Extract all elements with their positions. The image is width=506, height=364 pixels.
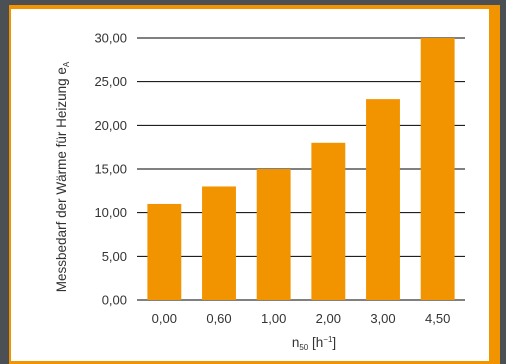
bar bbox=[366, 99, 400, 300]
y-tick-label: 30,00 bbox=[94, 31, 127, 46]
bar bbox=[311, 142, 346, 300]
x-tick-label: 3,00 bbox=[370, 311, 395, 326]
y-tick-label: 20,00 bbox=[94, 118, 127, 133]
y-tick-label: 0,00 bbox=[102, 293, 127, 308]
bar-series bbox=[147, 38, 455, 300]
x-tick-label: 4,50 bbox=[425, 311, 450, 326]
y-tick-labels: 0,00 5,00 10,00 15,00 20,00 25,00 30,00 bbox=[94, 31, 127, 308]
gridlines bbox=[137, 37, 465, 301]
chart-panel: 0,00 5,00 10,00 15,00 20,00 25,00 30,00 0,00 0,… bbox=[11, 9, 489, 361]
y-tick-label: 10,00 bbox=[94, 205, 127, 220]
x-tick-label: 1,00 bbox=[261, 311, 286, 326]
y-tick-label: 15,00 bbox=[94, 162, 127, 177]
x-tick-label: 0,00 bbox=[152, 311, 177, 326]
y-tick-label: 25,00 bbox=[94, 74, 127, 89]
y-axis-title: Messbedarf der Wärme für Heizung eA bbox=[54, 61, 71, 292]
bar bbox=[420, 38, 455, 300]
x-tick-label: 0,60 bbox=[206, 311, 231, 326]
y-tick-label: 5,00 bbox=[102, 249, 127, 264]
x-tick-label: 2,00 bbox=[316, 311, 341, 326]
bar bbox=[147, 203, 182, 300]
bar bbox=[256, 169, 291, 300]
x-tick-labels: 0,00 0,60 1,00 2,00 3,00 4,50 bbox=[152, 311, 451, 326]
bar bbox=[202, 186, 236, 300]
x-axis-title: n50 [h−1] bbox=[292, 335, 336, 352]
